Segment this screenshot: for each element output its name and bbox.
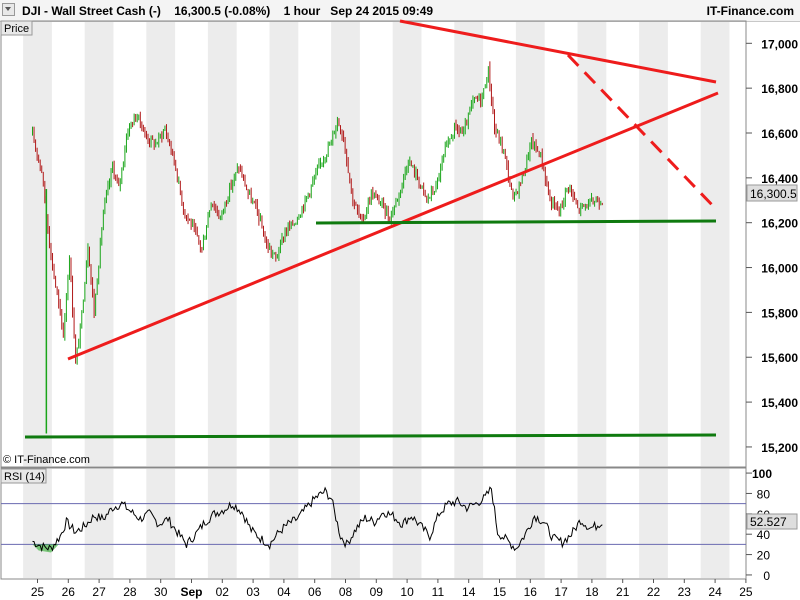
rsi-y-tick-label: 0 <box>763 569 770 583</box>
x-tick-label: 17 <box>554 585 568 599</box>
price-y-tick-label: 16,800 <box>761 82 798 96</box>
x-tick-label: 23 <box>678 585 692 599</box>
rsi-day-stripe <box>700 469 730 578</box>
rsi-day-stripe <box>207 469 237 578</box>
trend-lines <box>24 19 719 439</box>
last-price-marker: 16,300.5 <box>746 184 798 202</box>
price-day-stripe <box>577 22 607 466</box>
last-price-label: 16,300.5 <box>750 187 797 201</box>
price-day-stripe <box>392 22 422 466</box>
x-tick-label: 27 <box>92 585 106 599</box>
x-tick-label: Sep <box>180 585 202 599</box>
x-tick-label: 14 <box>462 585 476 599</box>
rsi-y-tick-label: 100 <box>752 467 772 481</box>
price-y-tick-label: 15,800 <box>761 306 798 320</box>
x-tick-label: 16 <box>524 585 538 599</box>
price-candles <box>32 61 603 434</box>
price-plot-frame <box>0 20 747 468</box>
price-y-tick-label: 15,400 <box>761 396 798 410</box>
x-tick-label: 11 <box>432 585 445 599</box>
rsi-y-tick-label: 40 <box>757 528 771 542</box>
price-day-stripe <box>639 22 668 466</box>
price-day-stripe <box>207 22 237 466</box>
rsi-line <box>32 486 603 553</box>
price-y-tick-label: 15,600 <box>761 351 798 365</box>
price-y-tick-label: 16,600 <box>761 127 798 141</box>
site-name: IT-Finance.com <box>706 4 794 18</box>
x-tick-label: 22 <box>647 585 661 599</box>
x-tick-label: 25 <box>739 585 753 599</box>
price-label-box <box>0 20 33 36</box>
time-x-axis: 25 26 27 28 30 Sep 02 03 04 06 08 09 10 11 14 15 16 17 18 2… <box>1 578 753 599</box>
x-tick-label: 26 <box>62 585 76 599</box>
x-tick-label: 10 <box>400 585 414 599</box>
price-day-stripes <box>23 22 730 466</box>
rsi-day-stripe <box>639 469 668 578</box>
price-day-stripe <box>515 22 545 466</box>
rsi-label-box <box>0 468 47 484</box>
dropdown-icon[interactable] <box>2 3 15 16</box>
rsi-y-axis: 020406080100 <box>746 467 772 583</box>
x-tick-label: 21 <box>616 585 630 599</box>
x-tick-label: 02 <box>216 585 230 599</box>
trend-line-rising <box>67 91 719 361</box>
price-y-tick-label: 16,200 <box>761 217 798 231</box>
x-tick-label: 08 <box>339 585 353 599</box>
price-day-stripe <box>700 22 730 466</box>
price-label: Price <box>4 23 29 35</box>
x-tick-label: 06 <box>308 585 322 599</box>
price-y-tick-label: 16,400 <box>761 172 798 186</box>
price-y-tick-label: 15,200 <box>761 441 798 455</box>
support-line-lower <box>24 433 717 439</box>
price-day-stripe <box>23 22 52 466</box>
chart-header: DJI - Wall Street Cash (-) 16,300.5 (-0.… <box>0 0 800 22</box>
chart-watermark: © IT-Finance.com <box>3 454 90 466</box>
x-tick-label: 30 <box>154 585 168 599</box>
x-tick-label: 18 <box>585 585 599 599</box>
price-day-stripe <box>454 22 484 466</box>
x-tick-label: 24 <box>708 585 722 599</box>
x-tick-label: 04 <box>277 585 291 599</box>
price-day-stripe <box>269 22 299 466</box>
rsi-day-stripe <box>331 469 360 578</box>
trend-line-falling-dashed <box>566 53 718 211</box>
rsi-day-stripe <box>269 469 299 578</box>
price-y-tick-label: 16,000 <box>761 262 798 276</box>
x-tick-label: 25 <box>31 585 45 599</box>
last-rsi-marker: 52.527 <box>746 513 798 530</box>
x-tick-label: 28 <box>123 585 137 599</box>
last-rsi-label: 52.527 <box>750 515 787 529</box>
price-day-stripe <box>146 22 176 466</box>
rsi-day-stripe <box>23 469 52 578</box>
instrument-title: DJI - Wall Street Cash (-) 16,300.5 (-0.… <box>22 4 434 18</box>
rsi-y-tick-label: 20 <box>757 549 771 563</box>
x-tick-label: 15 <box>493 585 507 599</box>
price-y-tick-label: 17,000 <box>761 37 798 51</box>
rsi-day-stripe <box>84 469 114 578</box>
support-line-upper <box>315 219 717 225</box>
x-tick-label: 03 <box>246 585 260 599</box>
rsi-y-tick-label: 80 <box>757 487 771 501</box>
price-y-axis: 15,200 15,400 15,600 15,800 16,000 16,200 16,4… <box>746 37 798 455</box>
rsi-day-stripe <box>454 469 484 578</box>
price-day-stripe <box>84 22 114 466</box>
x-tick-label: 09 <box>370 585 384 599</box>
trend-line-upper <box>399 19 717 84</box>
rsi-label: RSI (14) <box>4 471 45 483</box>
